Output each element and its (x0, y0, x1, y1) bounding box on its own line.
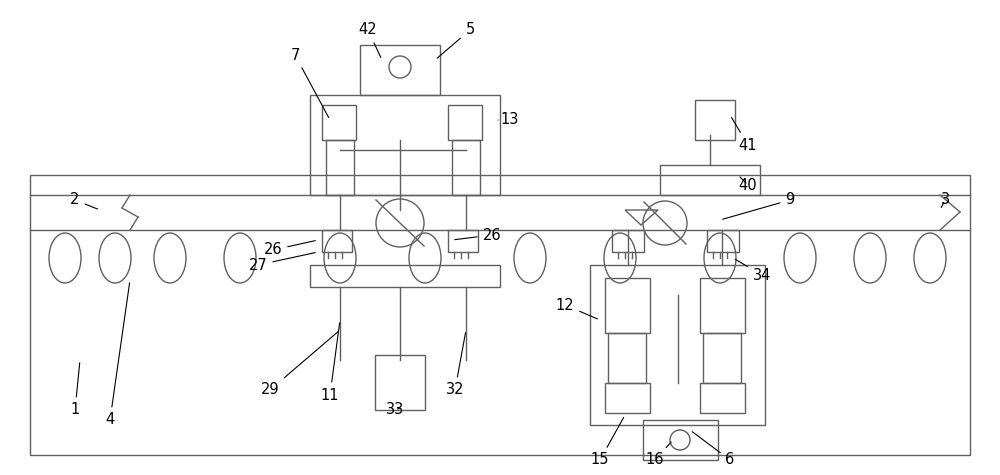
Text: 4: 4 (105, 283, 130, 428)
Text: 3: 3 (940, 192, 950, 208)
Text: 32: 32 (446, 332, 465, 398)
Bar (360, 45, 440, 95)
Bar (590, 265, 765, 425)
Bar (375, 355, 425, 410)
Bar (322, 230, 352, 252)
Text: 27: 27 (249, 253, 315, 273)
Text: 5: 5 (437, 22, 475, 58)
Bar (452, 140, 480, 195)
Text: 26: 26 (455, 228, 501, 243)
Bar (605, 383, 650, 413)
Text: 33: 33 (386, 402, 404, 418)
Text: 12: 12 (556, 297, 597, 319)
Bar (643, 420, 718, 460)
Bar (703, 333, 741, 383)
Bar (612, 230, 644, 252)
Bar (695, 100, 735, 140)
Text: 13: 13 (498, 113, 519, 127)
Text: 15: 15 (591, 418, 624, 467)
Bar (326, 140, 354, 195)
Bar (605, 278, 650, 333)
Text: 7: 7 (290, 48, 329, 117)
Bar (700, 383, 745, 413)
Text: 9: 9 (723, 192, 795, 219)
Bar (30, 175, 970, 455)
Bar (700, 278, 745, 333)
Bar (660, 165, 760, 195)
Text: 2: 2 (70, 192, 97, 209)
Text: 42: 42 (359, 22, 381, 57)
Text: 29: 29 (261, 332, 338, 398)
Text: 6: 6 (692, 432, 735, 467)
Bar (448, 105, 482, 140)
Bar (310, 95, 500, 195)
Text: 16: 16 (646, 442, 671, 467)
Bar (608, 333, 646, 383)
Text: 11: 11 (321, 323, 340, 402)
Bar (448, 230, 478, 252)
Bar (707, 230, 739, 252)
Text: 34: 34 (735, 259, 771, 283)
Bar (322, 105, 356, 140)
Text: 40: 40 (739, 177, 757, 192)
Text: 1: 1 (70, 363, 80, 418)
Text: 26: 26 (264, 241, 315, 257)
Text: 41: 41 (731, 117, 757, 152)
Bar (310, 265, 500, 287)
